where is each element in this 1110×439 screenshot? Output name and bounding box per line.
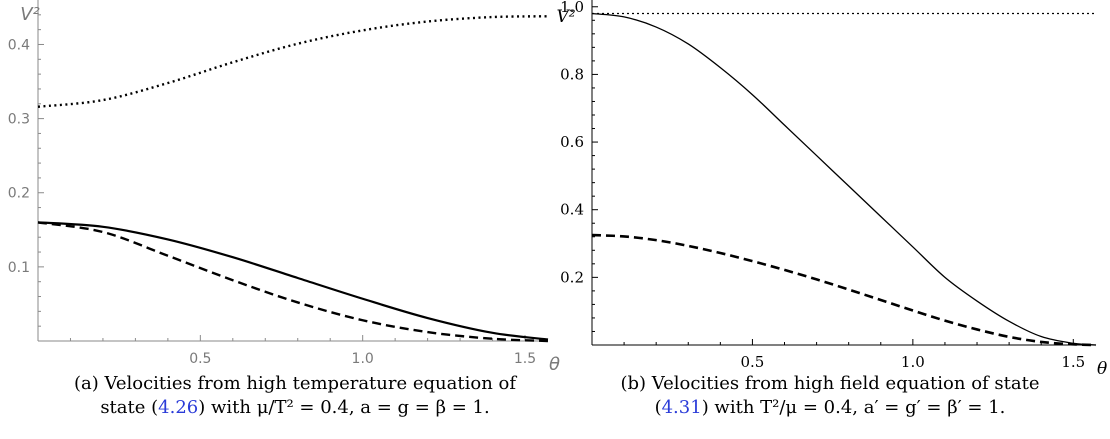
caption-b-eq-ref-link[interactable]: 4.31 (661, 397, 702, 418)
y-tick-label: 0.4 (560, 201, 584, 219)
caption-a-line1-text: Velocities from high temperature equatio… (104, 373, 517, 394)
y-tick-label: 0.2 (8, 186, 30, 202)
y-tick-label: 0.1 (8, 260, 30, 276)
caption-a-label: (a) (73, 373, 99, 394)
series-line-dotted (37, 15, 549, 108)
x-axis-label: θ (1097, 359, 1107, 379)
y-tick-label: 0.2 (560, 268, 584, 286)
x-tick-label: 1.5 (514, 351, 536, 367)
caption-b-line2-pre: ( (654, 397, 662, 418)
caption-b-label: (b) (620, 373, 647, 394)
caption-a: (a) Velocities from high temperature equ… (45, 372, 545, 420)
y-tick-label: 0.3 (8, 112, 30, 128)
x-tick-label: 1.0 (352, 351, 374, 367)
y-tick-label: 0.8 (560, 65, 584, 83)
y-tick-label: 0.6 (560, 133, 584, 151)
y-axis-label: V² (20, 4, 40, 25)
caption-a-line1: (a) Velocities from high temperature equ… (45, 372, 545, 396)
series-line-dashed (37, 221, 549, 343)
caption-b: (b) Velocities from high field equation … (565, 372, 1095, 420)
series-line-solid (37, 221, 549, 341)
caption-b-line1: (b) Velocities from high field equation … (565, 372, 1095, 396)
caption-b-line1-text: Velocities from high field equation of s… (651, 373, 1040, 394)
series-line-solid (591, 12, 1097, 346)
caption-b-line2-post: ) with T²/μ = 0.4, a′ = g′ = β′ = 1. (701, 397, 1006, 418)
caption-a-eq-ref-link[interactable]: 4.26 (158, 397, 199, 418)
caption-a-line2-post: ) with μ/T² = 0.4, a = g = β = 1. (198, 397, 490, 418)
x-tick-label: 1.0 (901, 353, 925, 371)
series-line-dashed (591, 233, 1097, 347)
x-tick-label: 1.5 (1061, 353, 1085, 371)
x-tick-label: 0.5 (740, 353, 764, 371)
caption-a-line2-pre: state ( (100, 397, 159, 418)
x-tick-label: 0.5 (189, 351, 211, 367)
chart-panel-a: 0.5 1.0 1.5 0.1 0.2 0.3 0.4 V² θ (8, 0, 560, 375)
y-tick-label: 1.0 (560, 0, 584, 16)
caption-a-line2: state (4.26) with μ/T² = 0.4, a = g = β … (45, 396, 545, 420)
y-axis-label: V² (556, 7, 575, 27)
x-axis-label: θ (549, 354, 560, 375)
caption-b-line2: (4.31) with T²/μ = 0.4, a′ = g′ = β′ = 1… (565, 396, 1095, 420)
y-tick-label: 0.4 (8, 37, 30, 53)
